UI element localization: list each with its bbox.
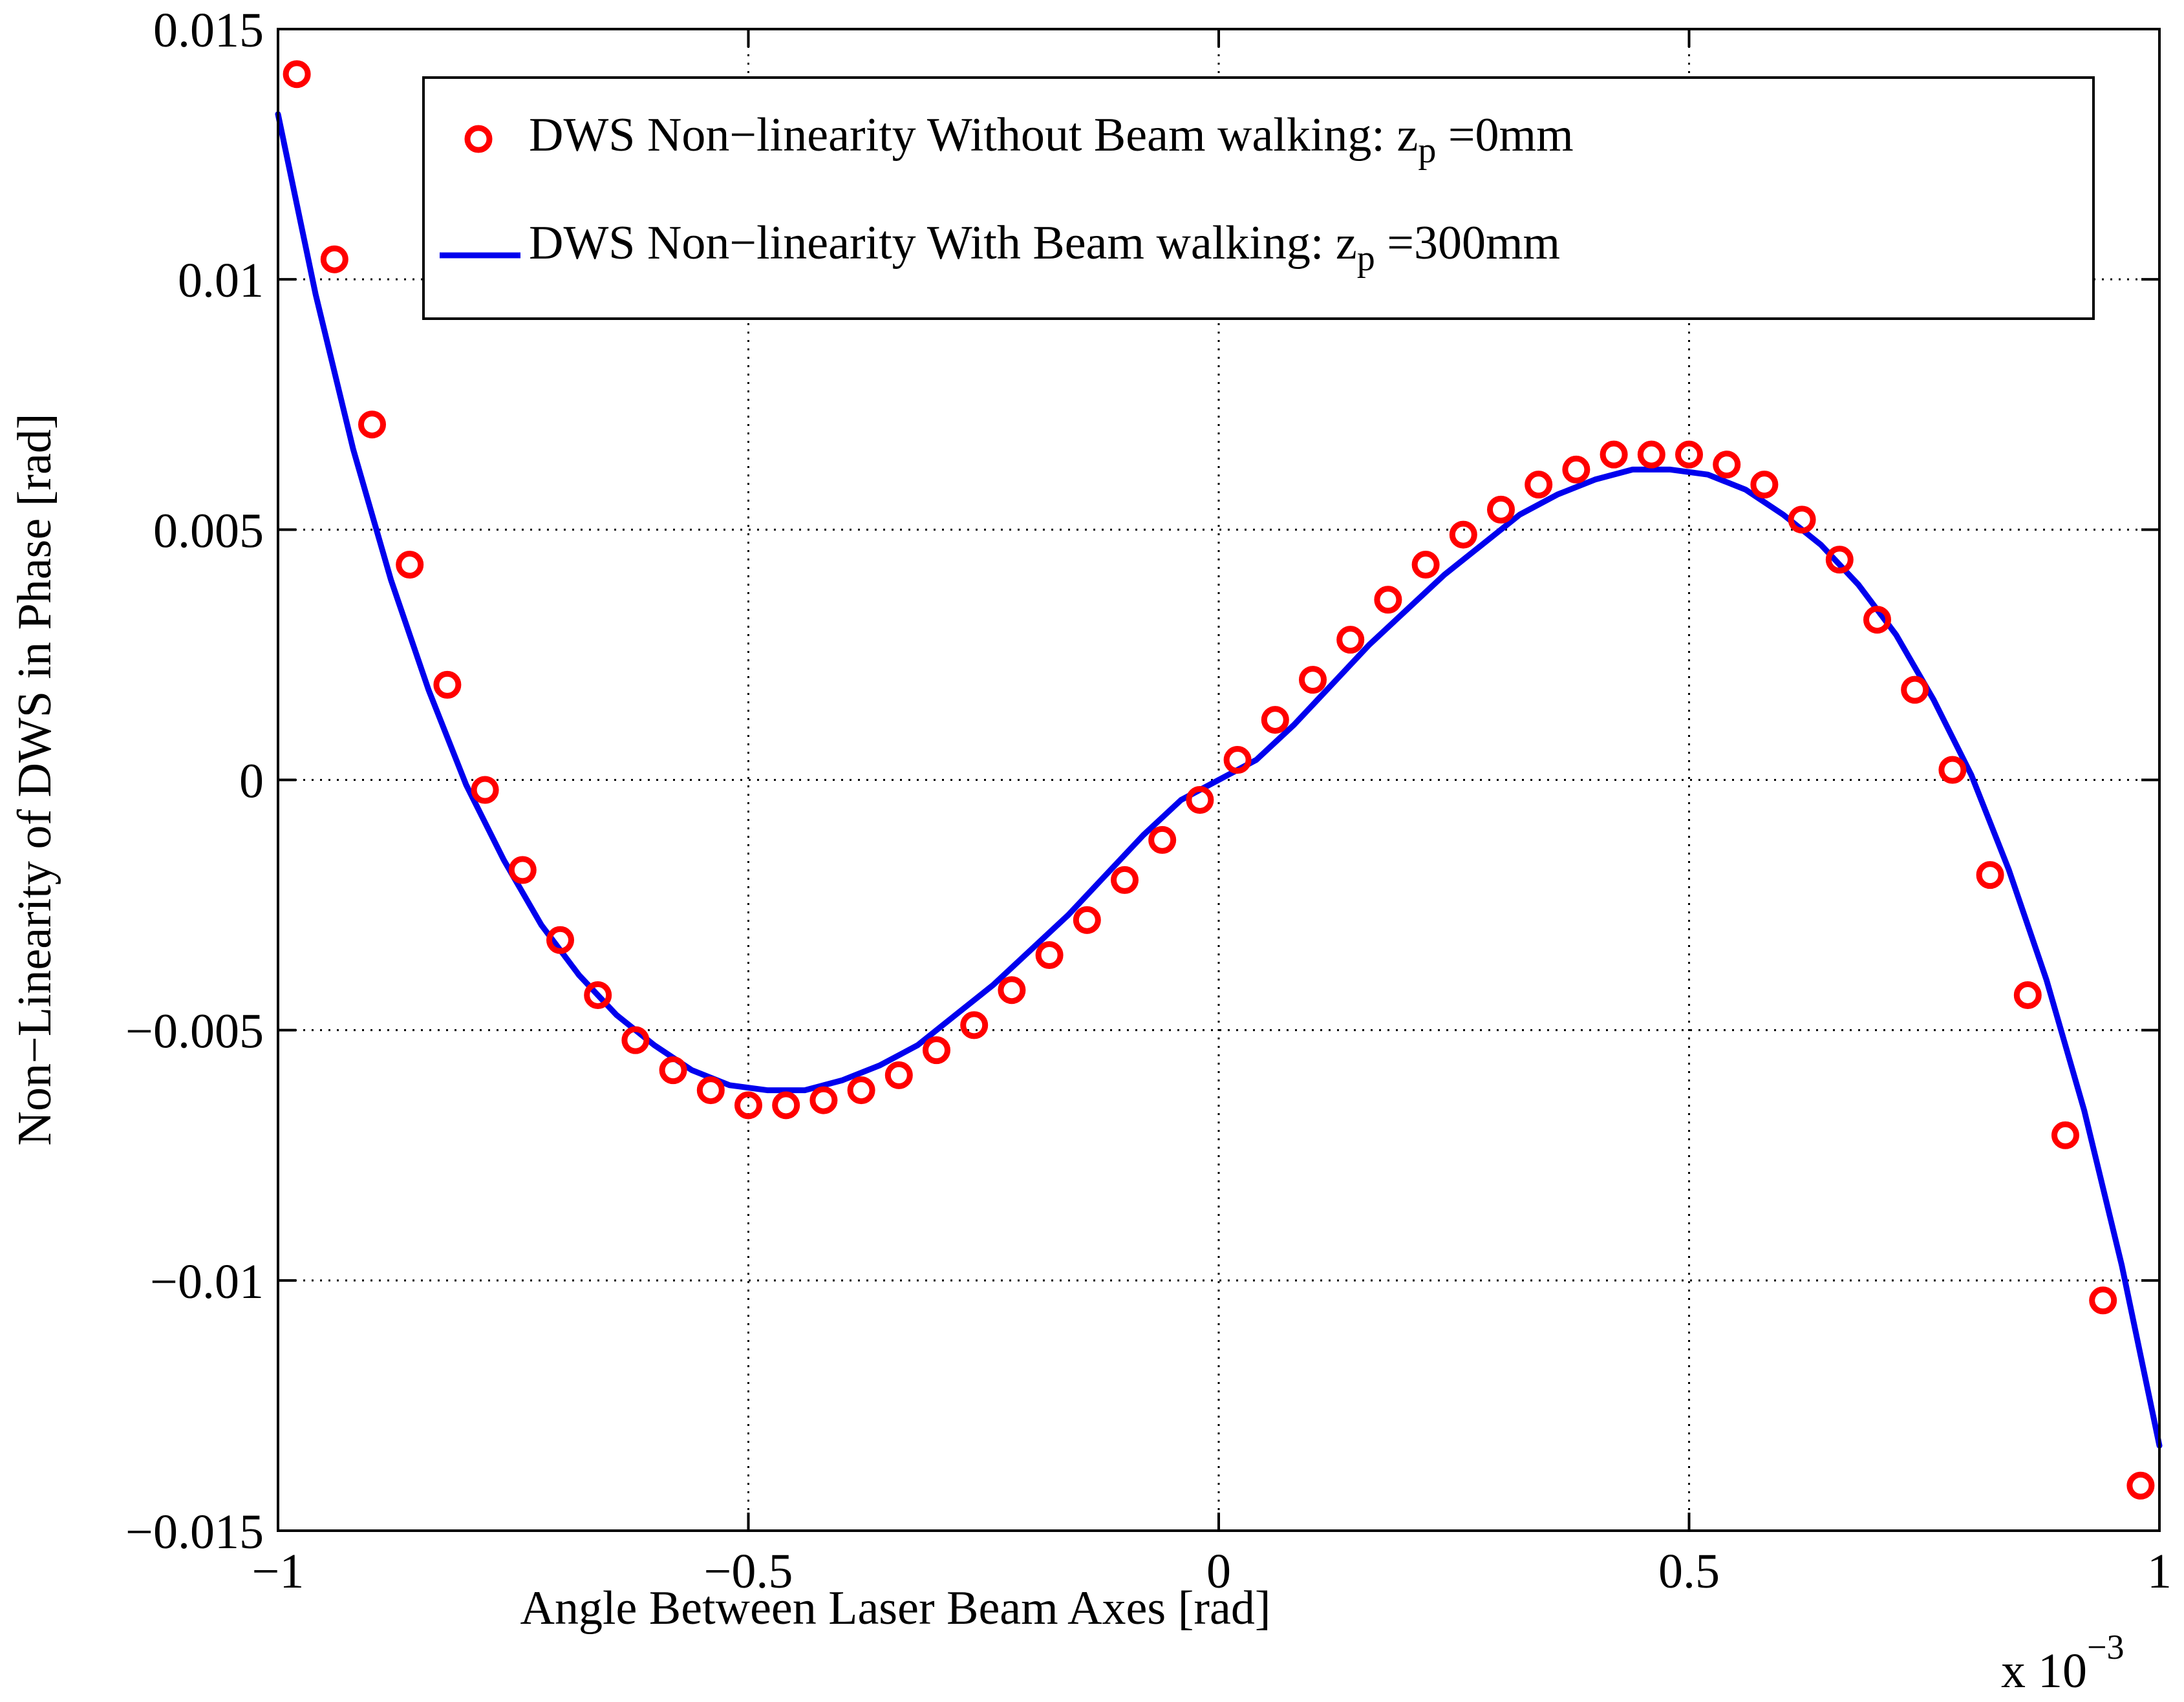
data-point-without-beam-walking <box>1411 551 1440 579</box>
data-point-without-beam-walking <box>546 926 574 954</box>
legend-entry-subscript: p <box>1357 239 1375 279</box>
data-point-without-beam-walking <box>2013 981 2042 1009</box>
data-point-without-beam-walking <box>471 776 499 804</box>
data-point-without-beam-walking <box>923 1036 950 1065</box>
y-axis-label: Non−Linearity of DWS in Phase [rad] <box>8 414 61 1146</box>
data-point-without-beam-walking <box>1976 861 2004 889</box>
data-point-without-beam-walking <box>1261 706 1289 734</box>
marker-series <box>283 60 2155 1500</box>
x-tick-label: −1 <box>252 1544 305 1599</box>
y-tick-label: −0.01 <box>150 1255 264 1309</box>
data-point-without-beam-walking <box>1336 626 1365 654</box>
x-tick-label: 1 <box>2147 1544 2172 1599</box>
data-point-without-beam-walking <box>508 856 537 884</box>
data-point-without-beam-walking <box>1111 866 1139 894</box>
data-point-without-beam-walking <box>1073 906 1101 934</box>
x-tick-label: 0.5 <box>1658 1544 1720 1599</box>
data-point-without-beam-walking <box>1788 505 1816 534</box>
data-point-without-beam-walking <box>584 981 612 1009</box>
data-point-without-beam-walking <box>1223 746 1252 774</box>
data-point-without-beam-walking <box>1863 606 1891 634</box>
data-point-without-beam-walking <box>1750 471 1779 499</box>
data-point-without-beam-walking <box>1562 455 1590 484</box>
data-point-without-beam-walking <box>1600 440 1628 469</box>
legend-marker-icon <box>464 125 493 153</box>
data-point-without-beam-walking <box>2051 1121 2079 1149</box>
legend-entry-without-beam-walking: DWS Non−linearity Without Beam walking: … <box>529 109 1574 171</box>
data-point-without-beam-walking <box>1675 440 1703 469</box>
x-axis-label: Angle Between Laser Beam Axes [rad] <box>520 1582 1271 1635</box>
x-tick-label: −0.5 <box>704 1544 793 1599</box>
data-point-without-beam-walking <box>283 60 311 89</box>
legend-entry-suffix: =300mm <box>1375 217 1560 270</box>
tick-marks <box>277 28 2161 1532</box>
y-tick-label: −0.015 <box>125 1505 264 1559</box>
legend-entry-suffix: =0mm <box>1436 109 1573 162</box>
y-tick-label: 0.005 <box>153 504 264 558</box>
y-tick-labels: 0.015 0.01 0.005 0 −0.005 −0.01 −0.015 <box>125 3 264 1559</box>
data-point-without-beam-walking <box>696 1076 725 1105</box>
data-point-without-beam-walking <box>884 1061 913 1089</box>
data-point-without-beam-walking <box>1299 666 1327 694</box>
data-point-without-beam-walking <box>1487 495 1515 524</box>
legend: DWS Non−linearity Without Beam walking: … <box>422 76 2095 320</box>
data-point-without-beam-walking <box>809 1086 838 1114</box>
data-point-without-beam-walking <box>1525 471 1553 499</box>
y-tick-label: 0.015 <box>153 3 264 58</box>
data-point-without-beam-walking <box>960 1011 989 1039</box>
data-point-without-beam-walking <box>1374 586 1402 614</box>
data-point-without-beam-walking <box>396 551 424 579</box>
x-multiplier: x 10−3 <box>2001 1628 2124 1698</box>
x-tick-labels: −1 −0.5 0 0.5 1 <box>252 1544 2172 1599</box>
legend-entry-label: DWS Non−linearity Without Beam walking: … <box>529 109 1418 162</box>
data-point-without-beam-walking <box>1938 756 1967 784</box>
x-multiplier-exponent: −3 <box>2087 1628 2124 1666</box>
legend-box <box>422 76 2095 320</box>
y-tick-label: 0 <box>239 754 264 809</box>
data-point-without-beam-walking <box>2089 1286 2117 1315</box>
y-tick-label: −0.005 <box>125 1005 264 1059</box>
legend-entry-label: DWS Non−linearity With Beam walking: z <box>529 217 1357 270</box>
legend-entry-with-beam-walking: DWS Non−linearity With Beam walking: zp … <box>529 217 1560 279</box>
data-point-without-beam-walking <box>433 670 462 699</box>
data-point-without-beam-walking <box>998 976 1026 1005</box>
data-point-without-beam-walking <box>734 1091 762 1120</box>
x-tick-label: 0 <box>1206 1544 1231 1599</box>
data-point-without-beam-walking <box>1713 451 1741 479</box>
data-point-without-beam-walking <box>2126 1471 2155 1500</box>
data-point-without-beam-walking <box>621 1026 650 1054</box>
x-multiplier-base: x 10 <box>2001 1644 2087 1698</box>
data-point-without-beam-walking <box>1035 941 1064 970</box>
data-point-without-beam-walking <box>1148 825 1177 854</box>
data-point-without-beam-walking <box>1637 440 1665 469</box>
data-point-without-beam-walking <box>1825 546 1854 574</box>
data-point-without-beam-walking <box>320 245 348 273</box>
data-point-without-beam-walking <box>358 410 386 439</box>
data-point-without-beam-walking <box>772 1091 800 1120</box>
data-point-without-beam-walking <box>659 1056 687 1085</box>
y-tick-label: 0.01 <box>178 253 264 308</box>
legend-entry-subscript: p <box>1418 131 1436 171</box>
data-point-without-beam-walking <box>1901 675 1929 704</box>
data-point-without-beam-walking <box>847 1076 875 1105</box>
data-point-without-beam-walking <box>1186 785 1214 814</box>
data-point-without-beam-walking <box>1449 520 1477 549</box>
